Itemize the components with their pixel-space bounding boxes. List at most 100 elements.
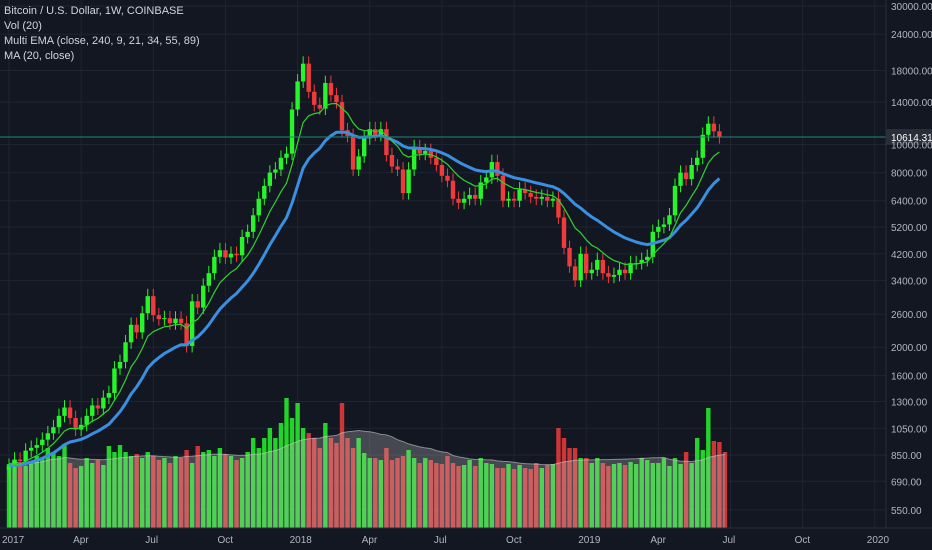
- volume-bar: [633, 464, 639, 528]
- candle-body: [234, 253, 239, 256]
- candle-body: [328, 82, 334, 96]
- candle: [600, 252, 606, 280]
- volume-bar: [467, 460, 472, 528]
- candle-body: [672, 185, 678, 216]
- volume-bar: [134, 454, 139, 528]
- volume-bar: [345, 438, 350, 528]
- volume-bar: [350, 448, 356, 528]
- candle-body: [184, 323, 189, 346]
- time-tick-label: 2019: [578, 535, 601, 546]
- volume-bar: [434, 463, 439, 528]
- candle: [606, 265, 611, 284]
- candle: [545, 189, 550, 208]
- price-tick-label: 18000.00: [891, 66, 932, 77]
- candle: [300, 56, 306, 88]
- candle-body: [23, 450, 28, 462]
- volume-bar: [117, 445, 123, 528]
- volume-bar: [534, 463, 539, 528]
- volume-bar: [423, 458, 428, 528]
- candle: [239, 229, 245, 262]
- candle: [34, 437, 39, 455]
- volume-bar: [711, 441, 717, 528]
- candle: [251, 207, 256, 239]
- candle-body: [251, 215, 256, 232]
- candle-body: [189, 301, 195, 346]
- time-tick-label: Oct: [506, 535, 522, 546]
- candle: [123, 334, 128, 369]
- candle-body: [550, 198, 556, 201]
- legend-ma[interactable]: MA (20, close): [4, 50, 75, 62]
- candle-body: [411, 147, 417, 170]
- candle-body: [622, 269, 628, 274]
- time-tick-label: Jul: [145, 535, 158, 546]
- candle: [706, 116, 711, 142]
- candle: [56, 408, 62, 434]
- price-tick-label: 8000.00: [891, 169, 928, 180]
- time-tick-label: 2018: [290, 535, 313, 546]
- candle: [339, 94, 345, 137]
- candle: [312, 84, 317, 112]
- candle-body: [600, 259, 606, 274]
- volume-bars: [6, 398, 728, 528]
- candle: [450, 173, 456, 206]
- candle-body: [195, 301, 200, 308]
- volume-bar: [328, 438, 334, 528]
- candle: [567, 240, 572, 273]
- volume-bar: [178, 458, 184, 528]
- candle-body: [561, 217, 567, 248]
- candle: [323, 75, 328, 116]
- candle: [556, 191, 561, 225]
- volume-bar: [678, 464, 683, 528]
- volume-bar: [722, 452, 728, 528]
- candle-body: [106, 393, 112, 398]
- volume-bar: [406, 450, 411, 528]
- legend-symbol-title[interactable]: Bitcoin / U.S. Dollar, 1W, COINBASE: [4, 5, 184, 17]
- price-axis[interactable]: 550.00 690.00 850.00 1050.00 1300.00 1600.00 2…: [885, 0, 932, 528]
- candle-body: [678, 172, 683, 186]
- candle-body: [267, 172, 273, 186]
- legend-multi-ema[interactable]: Multi EMA (close, 240, 9, 21, 34, 55, 89…: [4, 35, 200, 47]
- candle: [595, 252, 600, 277]
- price-tick-label: 10000.00: [891, 141, 932, 152]
- candle: [234, 246, 239, 262]
- volume-bar: [317, 448, 322, 528]
- volume-bar: [373, 458, 378, 528]
- candle-body: [683, 172, 689, 180]
- candle-body: [706, 123, 711, 135]
- candle-body: [6, 465, 12, 470]
- candle: [711, 116, 717, 138]
- volume-bar: [273, 438, 278, 528]
- volume-bar: [550, 464, 556, 528]
- candle: [645, 249, 650, 267]
- candle-body: [711, 123, 717, 132]
- volume-bar: [17, 465, 23, 528]
- candle-body: [206, 273, 211, 286]
- candle: [178, 311, 184, 330]
- candle-body: [90, 405, 95, 416]
- candle: [367, 121, 372, 145]
- price-tick-label: 1300.00: [891, 398, 928, 409]
- volume-bar: [500, 468, 506, 528]
- candle: [484, 170, 489, 189]
- volume-bar: [334, 443, 339, 528]
- price-tick-label: 6400.00: [891, 197, 928, 208]
- candle-body: [273, 169, 278, 173]
- volume-bar: [95, 460, 100, 528]
- time-axis[interactable]: 2017 Apr Jul Oct 2018 Apr Jul Oct 2019 Apr Jul Oct 2…: [0, 527, 932, 546]
- candle: [511, 191, 517, 208]
- candle-body: [578, 253, 583, 281]
- candle-body: [584, 253, 589, 274]
- candle: [639, 252, 644, 270]
- candle-body: [284, 153, 289, 158]
- candle: [206, 265, 211, 293]
- volume-bar: [456, 466, 461, 528]
- candle: [29, 440, 34, 458]
- candle-body: [167, 318, 173, 324]
- candle-body: [239, 236, 245, 256]
- volume-bar: [656, 463, 661, 528]
- legend-volume[interactable]: Vol (20): [4, 20, 42, 32]
- volume-bar: [356, 438, 361, 528]
- candle-body: [506, 198, 511, 201]
- candle: [467, 187, 472, 206]
